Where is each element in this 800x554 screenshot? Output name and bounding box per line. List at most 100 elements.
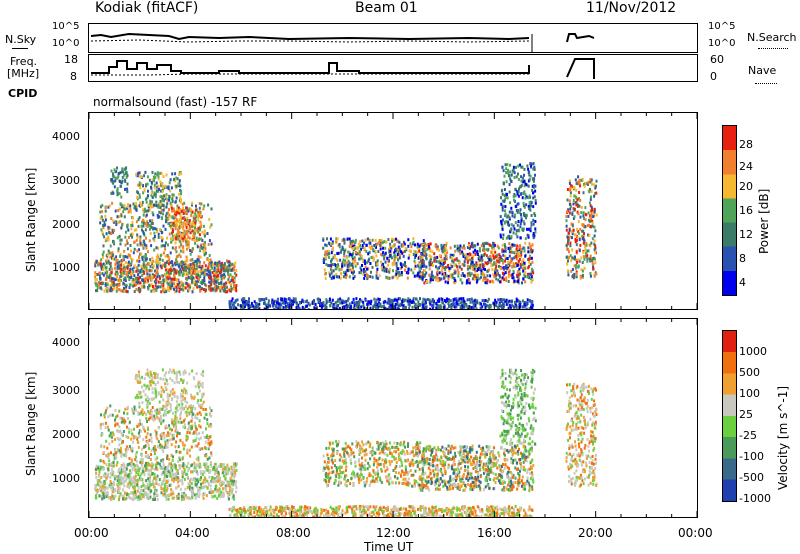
power-cell — [156, 213, 159, 217]
power-cell — [116, 215, 119, 219]
power-cell — [301, 298, 304, 302]
power-cell — [120, 214, 123, 218]
power-cell — [101, 263, 103, 267]
power-cell — [162, 263, 165, 267]
power-cell — [435, 305, 438, 309]
power-cell — [174, 263, 177, 267]
power-cell — [99, 276, 101, 280]
power-cell — [454, 263, 457, 267]
power-cell — [429, 258, 432, 262]
power-cell — [523, 184, 526, 188]
power-cell — [473, 268, 476, 271]
power-cell — [523, 249, 526, 253]
velocity-cell — [207, 465, 210, 469]
power-cell — [447, 281, 449, 285]
power-cell — [144, 268, 147, 271]
power-cell — [508, 170, 511, 174]
power-cell — [136, 265, 139, 269]
power-cell — [194, 219, 197, 223]
power-cell — [126, 255, 129, 259]
power-cell — [519, 262, 522, 266]
power-cell — [322, 304, 325, 308]
velocity-cell — [231, 489, 233, 493]
power-cell — [165, 264, 168, 268]
power-cell — [385, 307, 388, 309]
power-cell — [512, 165, 515, 169]
power-cell — [270, 301, 273, 305]
power-cell — [512, 224, 515, 228]
power-cell — [155, 246, 158, 250]
power-cell — [209, 225, 212, 229]
power-cell — [358, 257, 361, 261]
power-cell — [460, 300, 463, 303]
power-cell — [137, 288, 140, 292]
power-cell — [324, 250, 327, 254]
power-cell — [594, 244, 597, 248]
power-cell — [518, 270, 521, 274]
power-cell — [175, 261, 178, 264]
power-cell — [109, 272, 112, 276]
power-cell — [153, 183, 156, 187]
power-cell — [430, 300, 433, 304]
power-cell — [502, 182, 505, 186]
power-cell — [463, 260, 466, 264]
power-cell — [131, 258, 134, 262]
velocity-cell — [235, 469, 238, 472]
power-cell — [523, 304, 526, 308]
power-cell — [296, 307, 299, 309]
power-cell — [299, 301, 301, 305]
power-cell — [366, 307, 368, 309]
power-cell — [508, 254, 511, 258]
power-cell — [139, 186, 142, 190]
power-cell — [273, 308, 276, 309]
power-cell — [108, 226, 111, 230]
power-cell — [359, 249, 361, 253]
power-cell — [154, 284, 157, 288]
power-cell — [325, 305, 328, 309]
power-cell — [475, 275, 478, 279]
power-cell — [169, 284, 172, 288]
power-cell — [446, 307, 449, 309]
power-cell — [161, 195, 164, 199]
power-cell — [509, 230, 512, 234]
power-cell — [425, 265, 428, 269]
velocity-cell — [162, 463, 165, 467]
power-cell — [451, 276, 454, 280]
power-cell — [327, 241, 330, 245]
power-cell — [502, 204, 505, 208]
power-cell — [516, 244, 519, 248]
power-cell — [459, 252, 462, 255]
power-cell — [418, 249, 421, 253]
velocity-cell — [215, 484, 218, 488]
power-cell — [575, 263, 578, 267]
power-cell — [189, 252, 192, 256]
velocity-cell — [226, 463, 229, 467]
power-cell — [195, 215, 198, 219]
power-cell — [330, 251, 333, 255]
power-cell — [521, 299, 524, 303]
power-cell — [161, 197, 164, 201]
power-cell — [171, 246, 174, 250]
power-cell — [157, 246, 160, 250]
power-cell — [228, 305, 231, 309]
power-cell — [493, 261, 495, 265]
power-cell — [375, 298, 378, 302]
velocity-cell — [128, 486, 131, 490]
power-cell — [96, 273, 99, 276]
power-cell — [386, 256, 389, 260]
power-cell — [587, 233, 590, 237]
power-cell — [182, 268, 185, 272]
power-cell — [491, 263, 494, 267]
power-cell — [528, 207, 531, 211]
power-cell — [160, 172, 163, 175]
power-cell — [397, 297, 400, 301]
power-cell — [208, 275, 210, 279]
power-cell — [153, 227, 156, 231]
power-cell — [340, 272, 343, 276]
power-cell — [513, 264, 516, 268]
power-cell — [105, 275, 108, 279]
power-cell — [229, 266, 232, 270]
power-cell — [353, 244, 356, 248]
power-cell — [468, 281, 471, 285]
velocity-cell — [208, 491, 211, 494]
